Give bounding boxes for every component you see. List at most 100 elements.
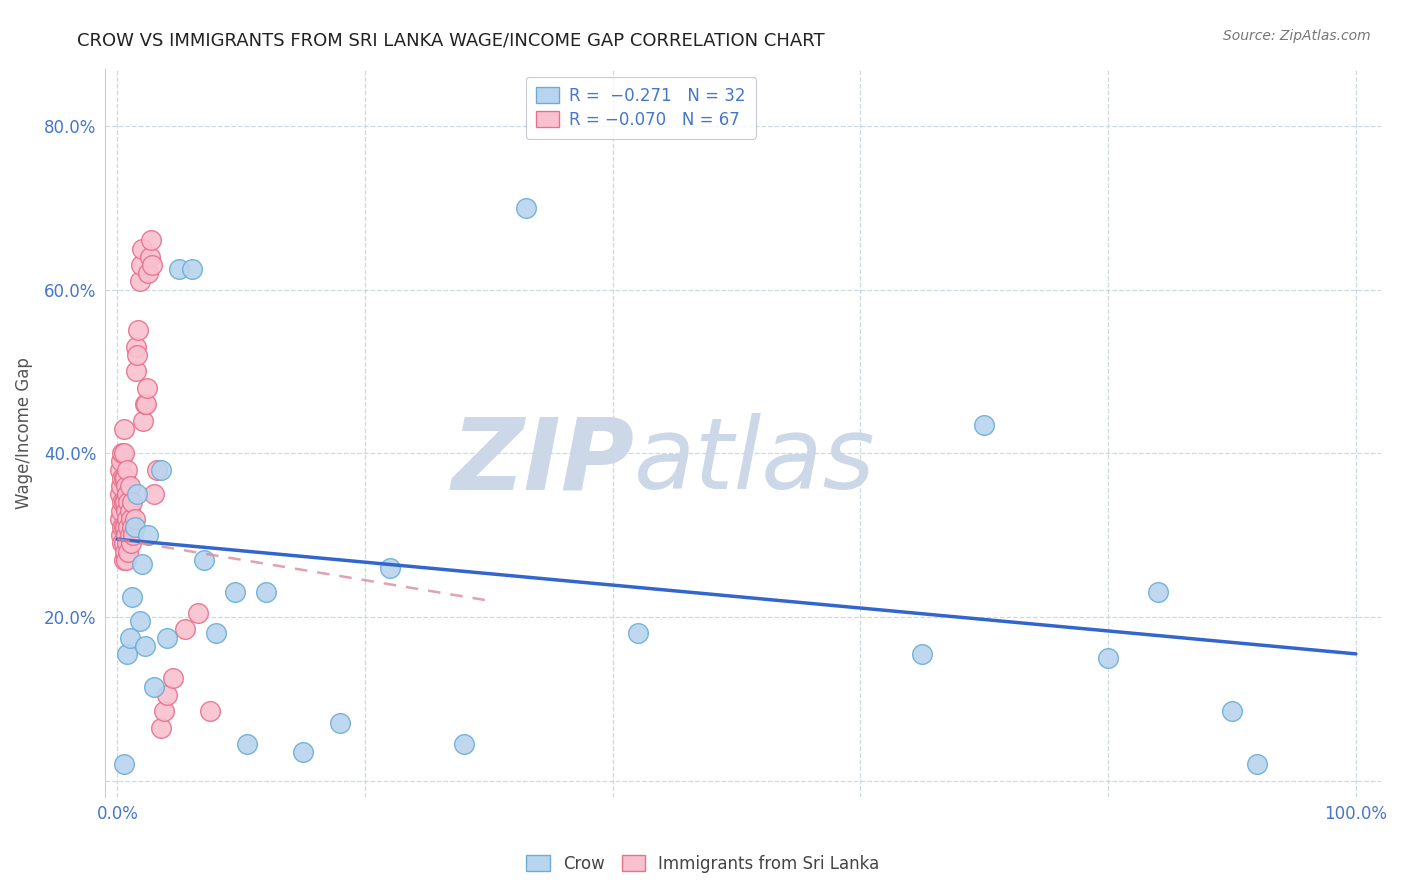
Point	[131, 557, 153, 571]
Point	[111, 520, 134, 534]
Point	[115, 528, 138, 542]
Point	[110, 528, 132, 542]
Point	[114, 471, 136, 485]
Point	[115, 487, 138, 501]
Point	[112, 520, 135, 534]
Point	[128, 274, 150, 288]
Point	[626, 626, 648, 640]
Point	[1097, 651, 1119, 665]
Point	[136, 381, 159, 395]
Point	[236, 737, 259, 751]
Point	[129, 258, 152, 272]
Point	[134, 397, 156, 411]
Point	[180, 262, 202, 277]
Point	[224, 585, 246, 599]
Point	[973, 417, 995, 432]
Point	[125, 340, 148, 354]
Point	[135, 397, 157, 411]
Point	[205, 626, 228, 640]
Point	[112, 422, 135, 436]
Point	[114, 520, 136, 534]
Legend: Crow, Immigrants from Sri Lanka: Crow, Immigrants from Sri Lanka	[520, 848, 886, 880]
Point	[120, 536, 142, 550]
Point	[110, 479, 132, 493]
Point	[124, 520, 146, 534]
Point	[115, 503, 138, 517]
Point	[120, 512, 142, 526]
Point	[115, 512, 138, 526]
Point	[200, 704, 222, 718]
Point	[138, 250, 160, 264]
Point	[1220, 704, 1243, 718]
Point	[111, 471, 134, 485]
Point	[114, 544, 136, 558]
Point	[1246, 757, 1268, 772]
Point	[162, 672, 184, 686]
Point	[112, 757, 135, 772]
Point	[136, 528, 159, 542]
Point	[136, 266, 159, 280]
Point	[118, 631, 141, 645]
Point	[453, 737, 475, 751]
Point	[143, 680, 166, 694]
Point	[111, 495, 134, 509]
Point	[110, 503, 132, 517]
Point	[193, 552, 215, 566]
Point	[112, 471, 135, 485]
Point	[139, 234, 162, 248]
Point	[156, 631, 179, 645]
Point	[378, 561, 401, 575]
Point	[515, 201, 537, 215]
Point	[149, 721, 172, 735]
Point	[118, 479, 141, 493]
Point	[110, 454, 132, 468]
Point	[292, 745, 315, 759]
Point	[111, 446, 134, 460]
Point	[141, 258, 163, 272]
Point	[122, 528, 145, 542]
Point	[121, 520, 143, 534]
Point	[1146, 585, 1168, 599]
Point	[118, 503, 141, 517]
Point	[128, 614, 150, 628]
Point	[121, 590, 143, 604]
Point	[121, 495, 143, 509]
Point	[115, 463, 138, 477]
Point	[125, 364, 148, 378]
Legend: R =  −0.271   N = 32, R = −0.070   N = 67: R = −0.271 N = 32, R = −0.070 N = 67	[526, 77, 755, 138]
Point	[153, 704, 176, 718]
Point	[108, 487, 131, 501]
Point	[112, 446, 135, 460]
Point	[111, 536, 134, 550]
Point	[115, 647, 138, 661]
Point	[174, 623, 197, 637]
Point	[108, 512, 131, 526]
Point	[124, 512, 146, 526]
Point	[117, 495, 139, 509]
Point	[127, 324, 149, 338]
Point	[114, 495, 136, 509]
Point	[115, 536, 138, 550]
Point	[131, 242, 153, 256]
Text: Source: ZipAtlas.com: Source: ZipAtlas.com	[1223, 29, 1371, 43]
Y-axis label: Wage/Income Gap: Wage/Income Gap	[15, 357, 32, 508]
Point	[167, 262, 190, 277]
Point	[911, 647, 934, 661]
Point	[254, 585, 277, 599]
Point	[108, 463, 131, 477]
Point	[132, 413, 155, 427]
Point	[112, 552, 135, 566]
Point	[127, 487, 149, 501]
Point	[117, 544, 139, 558]
Point	[127, 348, 149, 362]
Point	[143, 487, 166, 501]
Point	[115, 552, 138, 566]
Point	[187, 606, 209, 620]
Point	[117, 520, 139, 534]
Point	[115, 479, 138, 493]
Point	[156, 688, 179, 702]
Point	[329, 716, 352, 731]
Point	[149, 463, 172, 477]
Point	[118, 528, 141, 542]
Text: atlas: atlas	[634, 414, 876, 510]
